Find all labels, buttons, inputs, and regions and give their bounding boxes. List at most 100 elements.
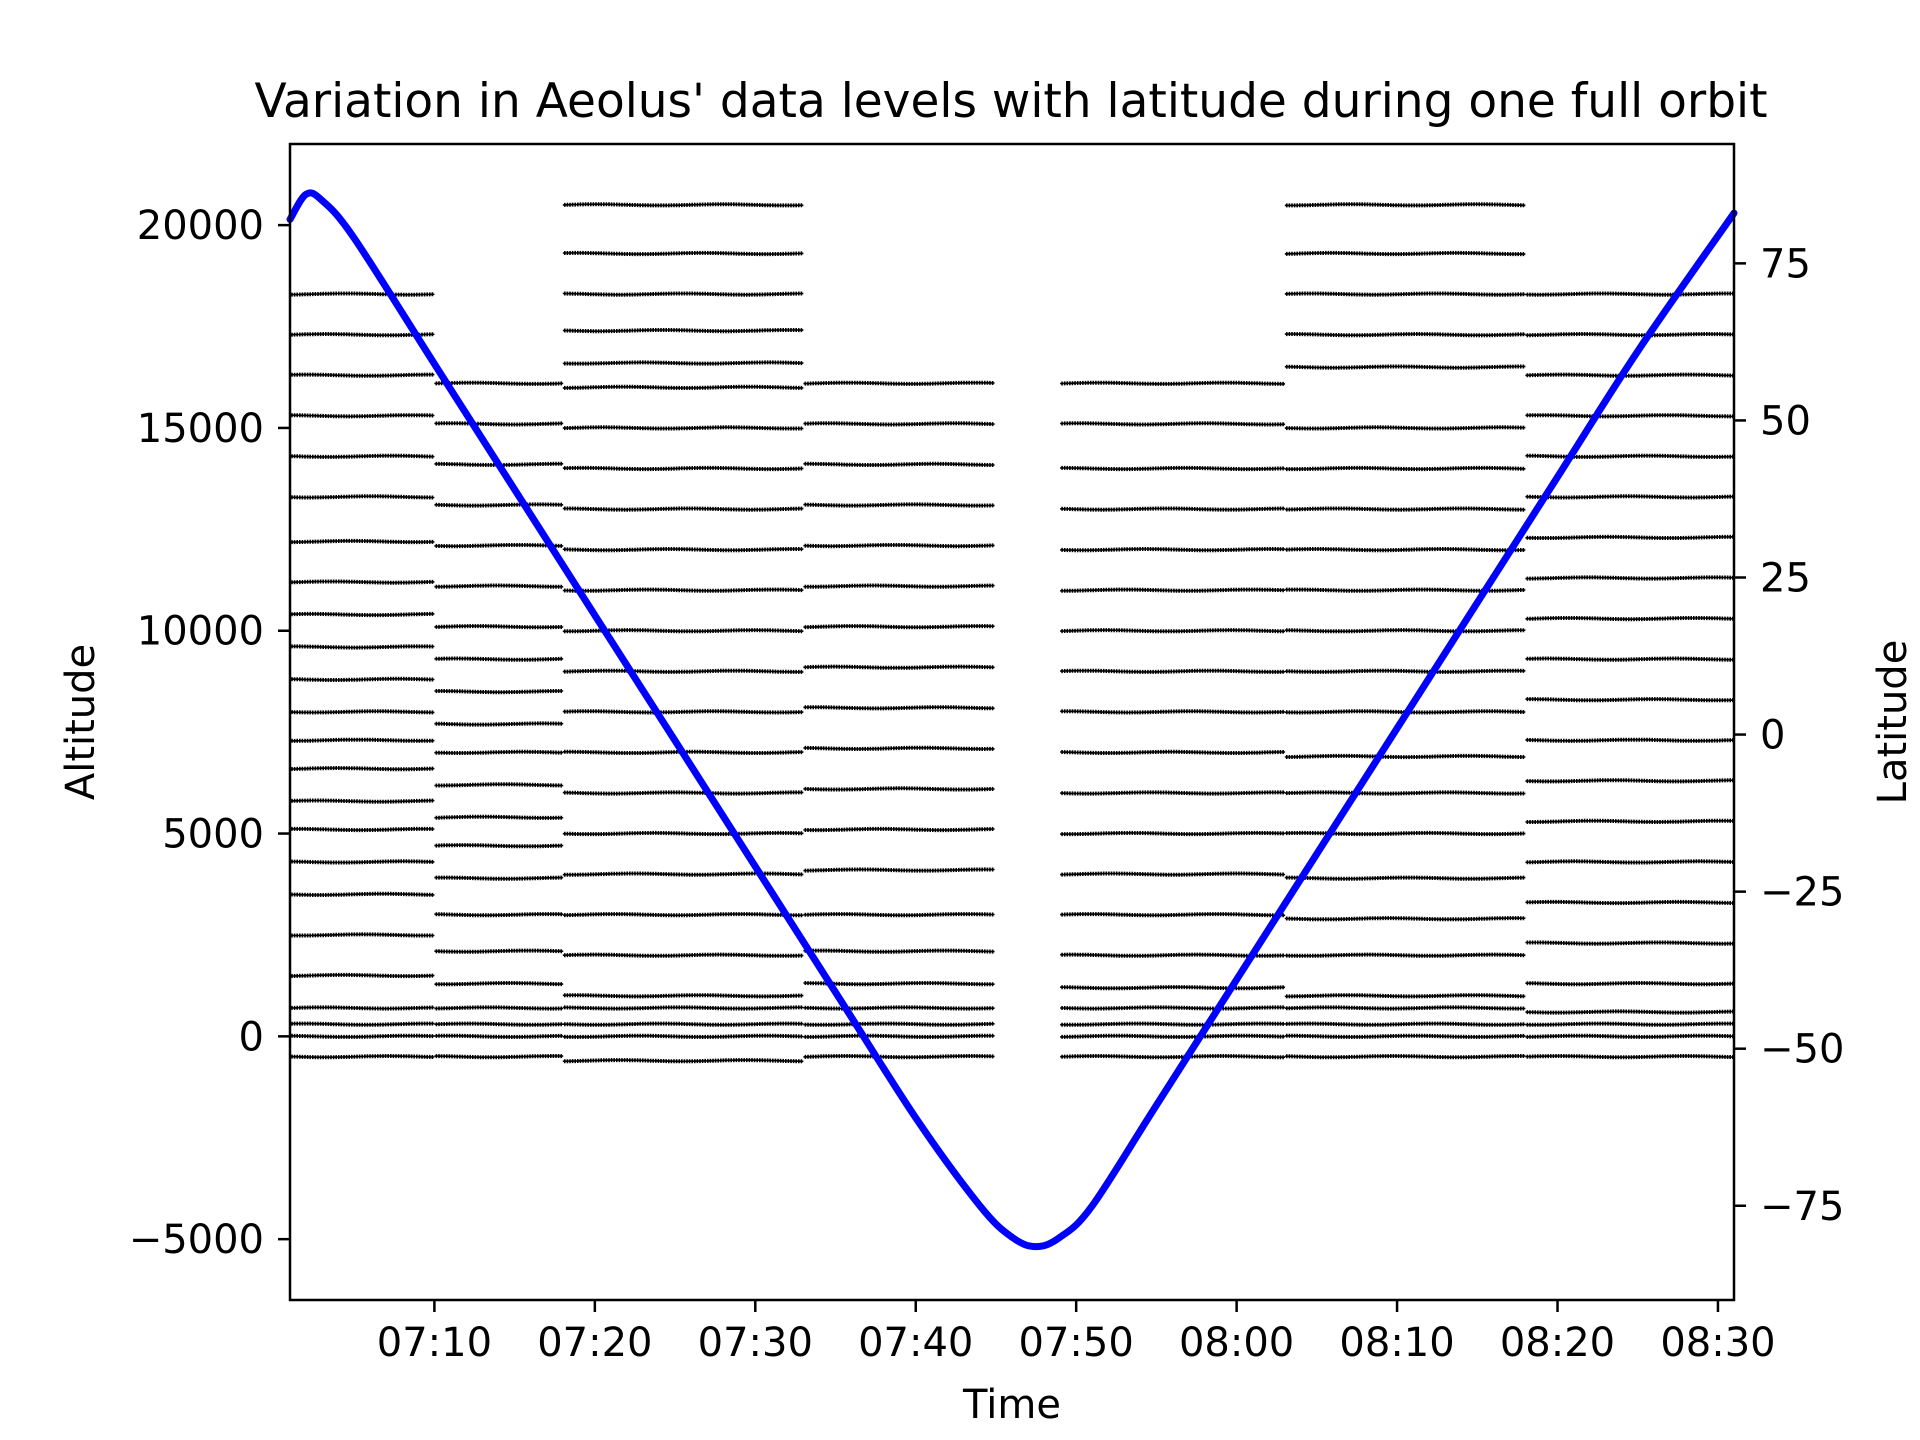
scatter-level-5-20 (1284, 1005, 1526, 1011)
scatter-level-6-12 (1525, 778, 1735, 784)
scatter-level-5-3 (1284, 332, 1526, 338)
y2-tick-label: 25 (1760, 556, 1811, 602)
scatter-level-5-10 (1284, 628, 1526, 634)
scatter-level-0-0 (290, 291, 435, 297)
scatter-level-5-11 (1284, 668, 1526, 674)
scatter-level-2-24 (562, 1058, 804, 1064)
scatter-level-3-10 (803, 786, 995, 792)
scatter-level-6-19 (1525, 1021, 1735, 1027)
scatter-level-1-17 (434, 981, 564, 987)
scatter-level-1-2 (434, 461, 564, 467)
scatter-level-2-4 (562, 360, 804, 366)
scatter-level-6-8 (1525, 616, 1735, 622)
scatter-level-1-20 (434, 1033, 564, 1039)
scatter-level-2-12 (562, 668, 804, 674)
scatter-level-2-15 (562, 790, 804, 796)
scatter-level-5-7 (1284, 506, 1526, 512)
scatter-level-6-0 (1525, 291, 1735, 297)
scatter-level-4-0 (1060, 380, 1286, 386)
scatter-level-5-15 (1284, 830, 1526, 837)
scatter-level-4-17 (1060, 1021, 1286, 1027)
scatter-level-1-6 (434, 624, 564, 630)
x-tick-label: 08:00 (1179, 1320, 1294, 1366)
scatter-level-3-16 (803, 1005, 995, 1011)
scatter-level-3-4 (803, 543, 995, 549)
scatter-level-0-13 (290, 766, 435, 772)
scatter-level-5-1 (1284, 250, 1526, 257)
x-tick-label: 07:50 (1019, 1320, 1134, 1366)
scatter-level-0-6 (290, 538, 435, 545)
x-tick-label: 07:40 (858, 1320, 973, 1366)
scatter-level-1-8 (434, 689, 564, 695)
scatter-level-3-7 (803, 664, 995, 670)
scatter-level-1-13 (434, 843, 564, 849)
scatter-level-5-6 (1284, 465, 1526, 472)
scatter-level-2-13 (562, 709, 804, 715)
y2-tick-label: −50 (1760, 1027, 1844, 1073)
scatter-level-0-9 (290, 644, 435, 650)
scatter-level-0-21 (290, 1021, 435, 1027)
scatter-level-4-12 (1060, 871, 1286, 877)
scatter-level-4-16 (1060, 1005, 1286, 1011)
scatter-level-0-12 (290, 737, 435, 743)
scatter-level-2-21 (562, 1005, 804, 1011)
y-axis-left: −5000 0 5000 10000 15000 20000 (129, 203, 290, 1263)
y2-tick-label: −75 (1760, 1184, 1844, 1230)
scatter-level-1-12 (434, 814, 564, 820)
scatter-level-6-2 (1525, 372, 1735, 378)
scatter-level-5-23 (1284, 1054, 1526, 1060)
scatter-level-2-9 (562, 547, 804, 553)
scatter-level-3-6 (803, 624, 995, 630)
scatter-level-4-5 (1060, 587, 1286, 593)
scatter-level-5-0 (1284, 202, 1526, 208)
scatter-level-4-19 (1060, 1054, 1286, 1060)
scatter-level-2-17 (562, 871, 804, 877)
scatter-level-5-17 (1284, 916, 1526, 922)
scatter-level-6-11 (1525, 737, 1735, 743)
scatter-level-1-10 (434, 749, 564, 755)
y-tick-label: −5000 (129, 1217, 264, 1263)
scatter-level-3-12 (803, 867, 995, 873)
scatter-level-4-7 (1060, 668, 1286, 674)
scatter-level-6-18 (1525, 1009, 1735, 1015)
scatter-level-5-13 (1284, 753, 1526, 760)
scatter-level-0-4 (290, 453, 435, 459)
scatter-level-0-17 (290, 891, 435, 897)
scatter-level-2-23 (562, 1033, 804, 1039)
scatter-level-4-14 (1060, 952, 1286, 958)
scatter-level-5-9 (1284, 587, 1526, 593)
latitude-line (286, 189, 1738, 1251)
scatter-level-1-21 (434, 1054, 564, 1060)
scatter-level-6-4 (1525, 453, 1735, 459)
plot-frame (288, 142, 1736, 1302)
scatter-level-2-11 (562, 628, 804, 634)
scatter-level-4-3 (1060, 506, 1286, 512)
y2-tick-label: 0 (1760, 713, 1785, 759)
y-tick-label: 5000 (162, 812, 264, 858)
scatter-level-2-14 (562, 749, 804, 755)
scatter-level-6-17 (1525, 981, 1735, 987)
scatter-level-2-1 (562, 250, 804, 257)
scatter-level-5-14 (1284, 790, 1526, 796)
y-tick-label: 0 (239, 1014, 264, 1060)
scatter-level-0-8 (290, 611, 435, 618)
scatter-level-0-14 (290, 798, 435, 804)
scatter-level-0-19 (290, 972, 435, 979)
scatter-level-6-15 (1525, 899, 1735, 906)
scatter-level-5-2 (1284, 291, 1526, 297)
scatter-level-0-11 (290, 709, 435, 715)
scatter-level-3-9 (803, 745, 995, 751)
scatter-level-1-14 (434, 875, 564, 881)
scatter-level-6-21 (1525, 1054, 1735, 1060)
scatter-level-4-8 (1060, 709, 1286, 715)
chart-title: Variation in Aeolus' data levels with la… (254, 74, 1767, 129)
scatter-level-0-23 (290, 1054, 435, 1060)
scatter-level-4-10 (1060, 790, 1286, 796)
scatter-level-4-6 (1060, 628, 1286, 634)
scatter-level-2-8 (562, 506, 804, 512)
scatter-level-1-18 (434, 1005, 564, 1011)
scatter-level-6-14 (1525, 859, 1735, 865)
scatter-level-0-20 (290, 1005, 435, 1011)
scatter-level-0-22 (290, 1033, 435, 1039)
